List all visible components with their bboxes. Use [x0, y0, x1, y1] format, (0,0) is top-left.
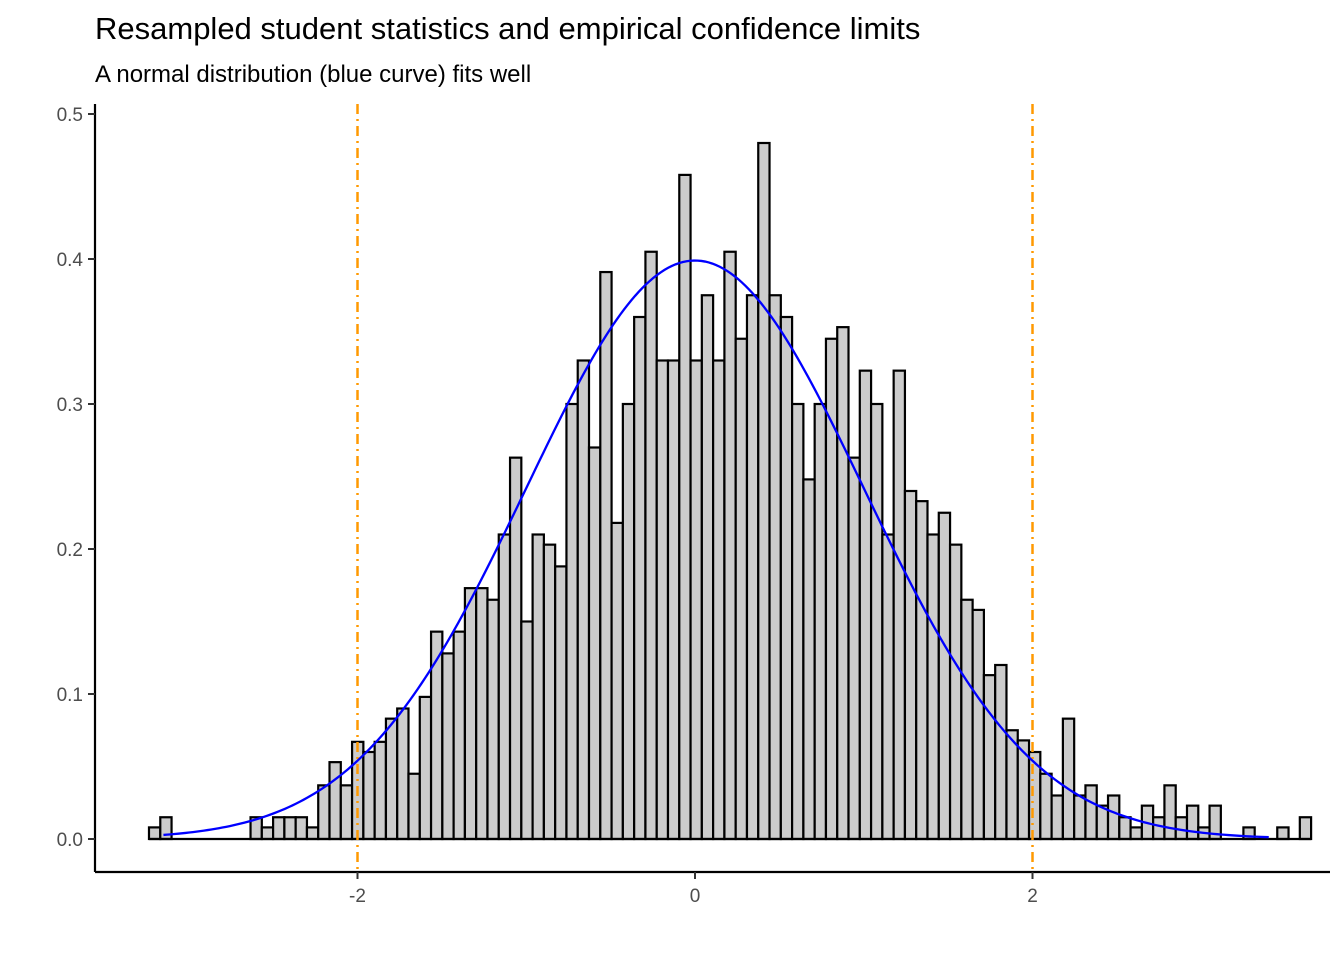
histogram-bar — [1185, 804, 1200, 841]
histogram-bar — [1005, 729, 1019, 841]
histogram-bar — [633, 315, 647, 841]
histogram-bar — [689, 359, 703, 841]
normal-density-curve — [163, 259, 1269, 839]
histogram-bar — [497, 533, 512, 841]
histogram-bar — [892, 369, 907, 841]
y-tick-label: 0.1 — [57, 685, 83, 706]
histogram-bar — [429, 630, 444, 841]
histogram-bar — [768, 294, 782, 841]
histogram-bar — [147, 826, 162, 841]
histogram-bar — [802, 478, 816, 841]
axes — [93, 104, 1330, 874]
chart-title: Resampled student statistics and empiric… — [95, 11, 920, 46]
histogram-bar — [937, 511, 952, 841]
histogram-bar — [610, 521, 624, 841]
histogram-bar — [407, 772, 421, 841]
histogram-bar — [339, 784, 354, 841]
histogram-bar — [655, 359, 670, 841]
histogram-bar — [1084, 784, 1098, 841]
confidence-limit-lines — [356, 104, 1034, 872]
histogram-bar — [948, 543, 963, 841]
histogram-bar — [757, 141, 771, 841]
histogram-bar — [836, 326, 850, 841]
y-tick-label: 0.2 — [57, 540, 83, 561]
histogram-bar — [486, 598, 500, 841]
histogram-bar — [915, 500, 929, 841]
x-tick-label: 0 — [690, 886, 701, 907]
y-tick-label: 0.3 — [57, 395, 83, 416]
histogram-bar — [1129, 826, 1143, 841]
histogram-bar — [508, 456, 523, 841]
histogram-bar — [317, 784, 331, 841]
histogram-bar — [1163, 784, 1177, 841]
histogram-bar — [1106, 794, 1121, 841]
histogram-bar — [926, 533, 940, 841]
histogram-bar — [531, 533, 545, 841]
histogram-bar — [644, 250, 658, 841]
histogram-bar — [576, 359, 591, 841]
histogram-bar — [554, 565, 568, 841]
histogram-bar — [960, 598, 974, 841]
x-axis-ticks: -2 0 2 — [349, 872, 1038, 907]
histogram-bar — [1061, 717, 1076, 841]
histogram-bar — [712, 359, 726, 841]
histogram-bar — [1073, 794, 1087, 841]
histogram-bar — [869, 402, 884, 841]
histogram-bar — [362, 750, 376, 841]
histogram-bar — [971, 608, 985, 841]
histogram-bar — [1050, 794, 1064, 841]
histogram-bar — [441, 652, 455, 841]
histogram-bar — [305, 826, 320, 841]
histogram-bar — [565, 402, 579, 841]
histogram-bar — [260, 826, 275, 841]
histogram-bar — [847, 456, 861, 841]
histogram-bar — [599, 270, 613, 841]
histogram-bar — [700, 294, 715, 841]
histogram-bar — [723, 250, 737, 841]
y-axis-ticks: 0.0 0.1 0.2 0.3 0.4 0.5 — [57, 105, 95, 851]
y-tick-label: 0.4 — [57, 250, 84, 271]
histogram-bar — [520, 620, 534, 841]
histogram-bar — [283, 816, 297, 841]
histogram-bar — [982, 674, 997, 841]
histogram-bar — [881, 533, 895, 841]
histogram-bar — [1276, 826, 1290, 841]
histogram-bar — [903, 489, 918, 841]
histogram-bar — [396, 707, 410, 841]
histogram-bar — [779, 315, 794, 841]
x-tick-label: 2 — [1027, 886, 1038, 907]
histogram-bar — [384, 717, 399, 841]
histogram-bar — [475, 587, 489, 841]
histogram-bar — [994, 663, 1008, 841]
histogram-bar — [1298, 816, 1313, 841]
histogram-bar — [1095, 804, 1110, 841]
histogram-bar — [1039, 772, 1053, 841]
histogram-bar — [790, 402, 805, 841]
histogram-bar — [272, 816, 286, 841]
histogram-bar — [1118, 816, 1132, 841]
x-tick-label: -2 — [349, 886, 366, 907]
histogram-bar — [452, 630, 466, 841]
histogram-bar — [418, 695, 433, 841]
histogram-bar — [587, 446, 602, 841]
histogram-bar — [678, 173, 692, 841]
histogram-bars — [147, 141, 1313, 841]
y-tick-label: 0.0 — [57, 830, 83, 851]
histogram-bar — [734, 337, 749, 841]
histogram-bar — [328, 761, 342, 841]
histogram-bar — [621, 402, 636, 841]
histogram-bar — [294, 816, 309, 841]
histogram-bar — [666, 359, 681, 841]
histogram-bar — [1152, 816, 1166, 841]
histogram-bar — [858, 369, 873, 841]
histogram-bar — [373, 740, 388, 841]
histogram-bar — [463, 587, 478, 841]
histogram-bar — [745, 294, 760, 841]
y-tick-label: 0.5 — [57, 105, 83, 126]
chart-subtitle: A normal distribution (blue curve) fits … — [95, 61, 531, 88]
histogram-bar — [813, 402, 828, 841]
histogram-bar — [542, 543, 557, 841]
